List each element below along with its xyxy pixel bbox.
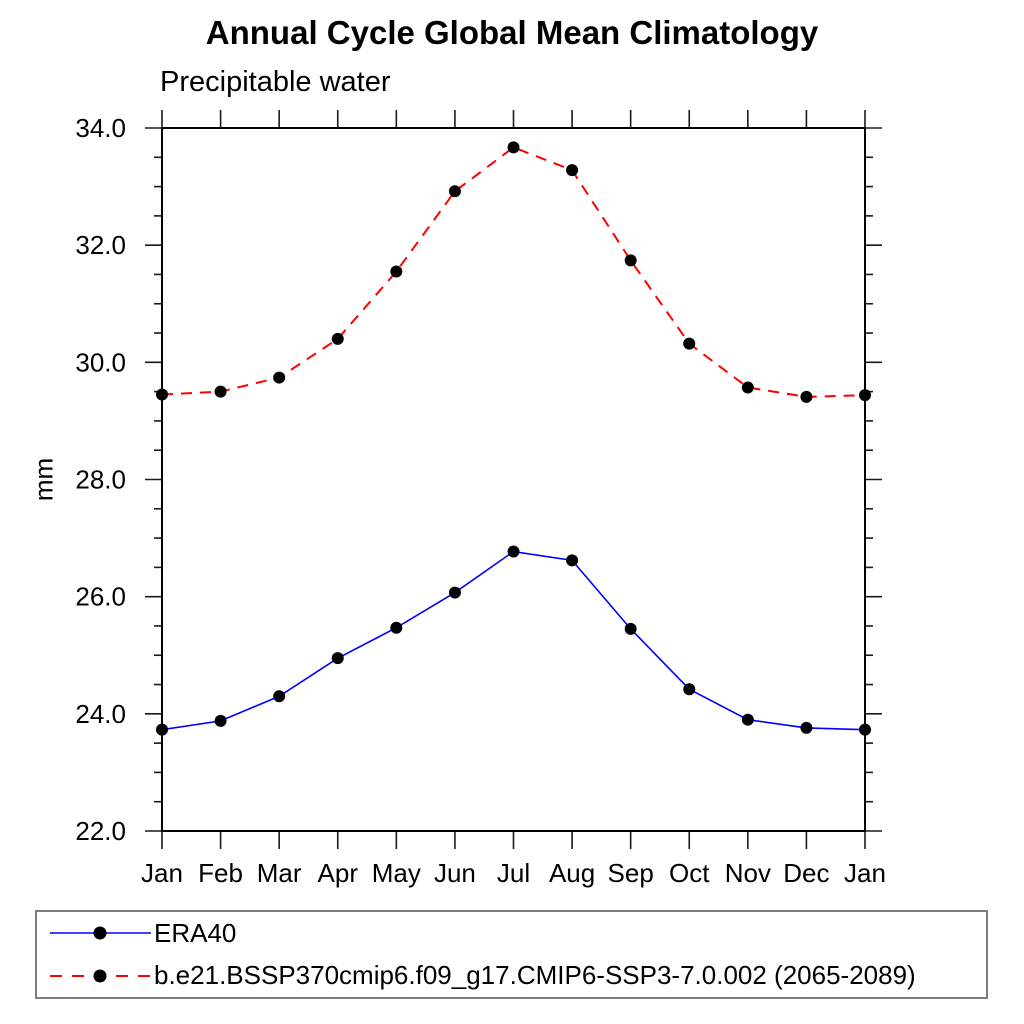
data-point-marker <box>214 385 227 398</box>
plot-frame <box>161 127 866 832</box>
data-point-marker <box>390 621 403 634</box>
data-point-marker <box>741 713 754 726</box>
x-axis-tick-label: Mar <box>257 858 302 888</box>
x-axis-tick-label: May <box>372 858 421 888</box>
y-axis-tick-label: 26.0 <box>75 582 126 612</box>
data-point-marker <box>507 141 520 154</box>
x-axis-tick-label: Apr <box>318 858 359 888</box>
data-point-marker <box>624 254 637 267</box>
data-point-marker <box>859 389 871 402</box>
chart-title: Annual Cycle Global Mean Climatology <box>205 14 819 51</box>
y-axis-tick-label: 32.0 <box>75 230 126 260</box>
y-axis-tick-label: 28.0 <box>75 465 126 495</box>
legend-sample-marker <box>93 969 107 983</box>
legend-label-era40: ERA40 <box>154 917 237 948</box>
x-axis-tick-label: Nov <box>725 858 771 888</box>
data-point-marker <box>273 690 286 703</box>
model-line-sample-icon <box>50 969 151 983</box>
y-axis-tick-label: 34.0 <box>75 113 126 143</box>
data-point-marker <box>741 381 754 394</box>
y-axis-tick-label: 24.0 <box>75 699 126 729</box>
x-axis-tick-label: Jan <box>141 858 183 888</box>
data-point-marker <box>331 332 344 345</box>
data-point-marker <box>566 164 579 177</box>
legend-item-era40: ERA40 <box>48 918 986 949</box>
data-point-marker <box>214 714 227 727</box>
series-line-model <box>161 146 866 398</box>
data-point-marker <box>800 721 813 734</box>
data-point-marker <box>390 265 403 278</box>
data-point-marker <box>273 371 286 384</box>
legend-label-model: b.e21.BSSP370cmip6.f09_g17.CMIP6-SSP3-7.… <box>154 960 916 991</box>
era40-line-sample-icon <box>50 926 151 940</box>
data-point-marker <box>859 723 871 736</box>
data-point-marker <box>448 586 461 599</box>
x-axis-tick-label: Sep <box>608 858 654 888</box>
x-axis-tick-label: Dec <box>783 858 829 888</box>
chart-subtitle: Precipitable water <box>160 66 391 98</box>
x-axis-tick-label: Feb <box>198 858 243 888</box>
data-point-marker <box>448 185 461 198</box>
data-point-marker <box>683 683 696 696</box>
legend-sample-marker <box>93 926 107 940</box>
legend-box: ERA40 b.e21.BSSP370cmip6.f09_g17.CMIP6-S… <box>35 910 988 999</box>
x-axis-tick-label: Jan <box>844 858 886 888</box>
y-axis-tick-label: 30.0 <box>75 347 126 377</box>
y-axis-tick-label: 22.0 <box>75 816 126 846</box>
data-point-marker <box>156 388 168 401</box>
data-point-marker <box>683 337 696 350</box>
x-axis-tick-label: Aug <box>549 858 595 888</box>
data-point-marker <box>800 390 813 403</box>
data-point-marker <box>624 622 637 635</box>
x-axis-tick-label: Jul <box>497 858 530 888</box>
x-axis-tick-label: Oct <box>669 858 710 888</box>
legend-item-model: b.e21.BSSP370cmip6.f09_g17.CMIP6-SSP3-7.… <box>48 960 986 991</box>
data-point-marker <box>566 554 579 567</box>
series-line-era40 <box>161 550 866 731</box>
data-point-marker <box>156 723 168 736</box>
data-point-marker <box>331 652 344 665</box>
data-point-marker <box>507 545 520 558</box>
x-axis-tick-label: Jun <box>434 858 476 888</box>
